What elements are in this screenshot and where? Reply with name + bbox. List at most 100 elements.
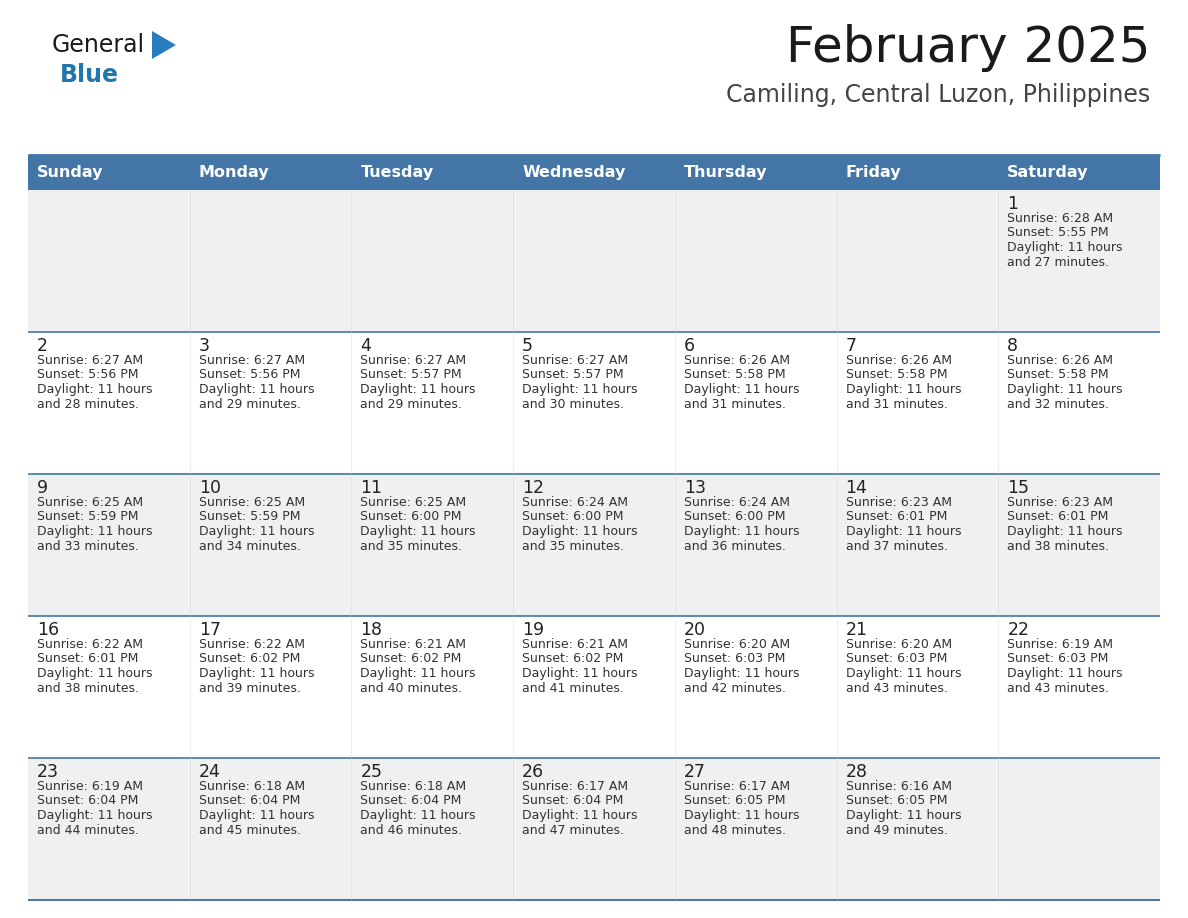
Text: 14: 14 xyxy=(846,479,867,497)
Bar xyxy=(675,332,836,474)
Text: Sunset: 5:59 PM: Sunset: 5:59 PM xyxy=(198,510,301,523)
Text: Sunrise: 6:25 AM: Sunrise: 6:25 AM xyxy=(37,496,143,509)
Text: Daylight: 11 hours: Daylight: 11 hours xyxy=(523,525,638,538)
Text: 25: 25 xyxy=(360,763,383,781)
Text: Sunrise: 6:21 AM: Sunrise: 6:21 AM xyxy=(360,638,467,651)
Text: Sunset: 6:01 PM: Sunset: 6:01 PM xyxy=(846,510,947,523)
Text: Daylight: 11 hours: Daylight: 11 hours xyxy=(846,667,961,680)
Text: Daylight: 11 hours: Daylight: 11 hours xyxy=(360,667,476,680)
Text: Daylight: 11 hours: Daylight: 11 hours xyxy=(846,383,961,396)
Text: Sunrise: 6:17 AM: Sunrise: 6:17 AM xyxy=(523,780,628,793)
Text: and 35 minutes.: and 35 minutes. xyxy=(523,540,624,553)
Text: Saturday: Saturday xyxy=(1007,165,1088,180)
Text: Sunset: 6:04 PM: Sunset: 6:04 PM xyxy=(198,794,301,808)
Bar xyxy=(836,190,998,332)
Text: Daylight: 11 hours: Daylight: 11 hours xyxy=(684,383,800,396)
Text: 26: 26 xyxy=(523,763,544,781)
Text: Sunrise: 6:27 AM: Sunrise: 6:27 AM xyxy=(360,354,467,367)
Text: Sunrise: 6:23 AM: Sunrise: 6:23 AM xyxy=(1007,496,1113,509)
Text: Sunset: 5:59 PM: Sunset: 5:59 PM xyxy=(37,510,139,523)
Bar xyxy=(675,190,836,332)
Text: Sunday: Sunday xyxy=(37,165,103,180)
Text: 2: 2 xyxy=(37,337,48,355)
Bar xyxy=(998,758,1159,900)
Text: Sunset: 6:05 PM: Sunset: 6:05 PM xyxy=(684,794,785,808)
Text: Sunset: 5:57 PM: Sunset: 5:57 PM xyxy=(523,368,624,382)
Text: Sunset: 5:58 PM: Sunset: 5:58 PM xyxy=(1007,368,1108,382)
Text: 19: 19 xyxy=(523,621,544,639)
Text: Monday: Monday xyxy=(198,165,270,180)
Bar xyxy=(352,758,513,900)
Text: Sunset: 6:04 PM: Sunset: 6:04 PM xyxy=(37,794,138,808)
Bar xyxy=(352,616,513,758)
Bar xyxy=(513,758,675,900)
Text: Sunrise: 6:19 AM: Sunrise: 6:19 AM xyxy=(1007,638,1113,651)
Bar xyxy=(190,758,352,900)
Text: and 27 minutes.: and 27 minutes. xyxy=(1007,255,1110,268)
Text: Daylight: 11 hours: Daylight: 11 hours xyxy=(198,383,314,396)
Bar xyxy=(675,758,836,900)
Text: 3: 3 xyxy=(198,337,210,355)
Text: Sunset: 6:04 PM: Sunset: 6:04 PM xyxy=(360,794,462,808)
Bar xyxy=(352,332,513,474)
Text: Daylight: 11 hours: Daylight: 11 hours xyxy=(360,525,476,538)
Text: Sunset: 5:55 PM: Sunset: 5:55 PM xyxy=(1007,227,1108,240)
Text: Daylight: 11 hours: Daylight: 11 hours xyxy=(1007,667,1123,680)
Text: 1: 1 xyxy=(1007,195,1018,213)
Text: Sunset: 5:58 PM: Sunset: 5:58 PM xyxy=(684,368,785,382)
Bar xyxy=(675,155,836,190)
Bar xyxy=(998,155,1159,190)
Text: Daylight: 11 hours: Daylight: 11 hours xyxy=(37,525,152,538)
Text: Sunset: 6:02 PM: Sunset: 6:02 PM xyxy=(198,653,301,666)
Text: Daylight: 11 hours: Daylight: 11 hours xyxy=(198,667,314,680)
Text: Sunrise: 6:28 AM: Sunrise: 6:28 AM xyxy=(1007,212,1113,225)
Text: 22: 22 xyxy=(1007,621,1029,639)
Bar xyxy=(998,190,1159,332)
Bar xyxy=(29,616,190,758)
Text: and 40 minutes.: and 40 minutes. xyxy=(360,681,462,695)
Text: 24: 24 xyxy=(198,763,221,781)
Text: Sunrise: 6:17 AM: Sunrise: 6:17 AM xyxy=(684,780,790,793)
Text: Friday: Friday xyxy=(846,165,902,180)
Text: Sunrise: 6:21 AM: Sunrise: 6:21 AM xyxy=(523,638,628,651)
Text: Camiling, Central Luzon, Philippines: Camiling, Central Luzon, Philippines xyxy=(726,83,1150,107)
Bar xyxy=(29,758,190,900)
Text: February 2025: February 2025 xyxy=(785,24,1150,72)
Text: Sunrise: 6:22 AM: Sunrise: 6:22 AM xyxy=(198,638,304,651)
Text: and 34 minutes.: and 34 minutes. xyxy=(198,540,301,553)
Text: Sunset: 6:03 PM: Sunset: 6:03 PM xyxy=(846,653,947,666)
Text: Sunrise: 6:24 AM: Sunrise: 6:24 AM xyxy=(684,496,790,509)
Bar xyxy=(352,474,513,616)
Text: Sunset: 6:00 PM: Sunset: 6:00 PM xyxy=(684,510,785,523)
Text: Sunset: 5:58 PM: Sunset: 5:58 PM xyxy=(846,368,947,382)
Text: Sunrise: 6:25 AM: Sunrise: 6:25 AM xyxy=(198,496,305,509)
Text: and 38 minutes.: and 38 minutes. xyxy=(1007,540,1110,553)
Text: Sunset: 5:57 PM: Sunset: 5:57 PM xyxy=(360,368,462,382)
Text: Daylight: 11 hours: Daylight: 11 hours xyxy=(684,525,800,538)
Text: 6: 6 xyxy=(684,337,695,355)
Text: 11: 11 xyxy=(360,479,383,497)
Bar xyxy=(836,332,998,474)
Bar xyxy=(675,474,836,616)
Text: 8: 8 xyxy=(1007,337,1018,355)
Text: Sunrise: 6:24 AM: Sunrise: 6:24 AM xyxy=(523,496,628,509)
Bar xyxy=(190,474,352,616)
Text: Sunrise: 6:22 AM: Sunrise: 6:22 AM xyxy=(37,638,143,651)
Text: 4: 4 xyxy=(360,337,372,355)
Text: 16: 16 xyxy=(37,621,59,639)
Bar xyxy=(29,190,190,332)
Text: and 38 minutes.: and 38 minutes. xyxy=(37,681,139,695)
Text: and 35 minutes.: and 35 minutes. xyxy=(360,540,462,553)
Text: and 45 minutes.: and 45 minutes. xyxy=(198,823,301,836)
Bar xyxy=(836,616,998,758)
Bar xyxy=(513,332,675,474)
Text: and 44 minutes.: and 44 minutes. xyxy=(37,823,139,836)
Bar xyxy=(513,155,675,190)
Text: Sunset: 6:03 PM: Sunset: 6:03 PM xyxy=(1007,653,1108,666)
Bar xyxy=(352,155,513,190)
Text: and 41 minutes.: and 41 minutes. xyxy=(523,681,624,695)
Text: Daylight: 11 hours: Daylight: 11 hours xyxy=(198,525,314,538)
Text: Sunset: 6:01 PM: Sunset: 6:01 PM xyxy=(37,653,138,666)
Text: 9: 9 xyxy=(37,479,49,497)
Bar xyxy=(675,616,836,758)
